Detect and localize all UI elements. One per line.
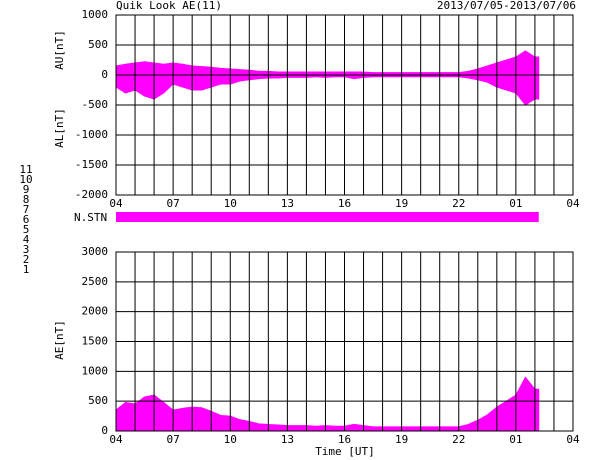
x-tick-label: 10 [224,197,237,210]
y-tick-label: 0 [101,424,108,437]
legend-label: 10 [19,173,32,186]
legend-label: 2 [23,253,30,266]
x-tick-label: 04 [109,197,123,210]
x-tick-label: 19 [395,433,408,446]
y-tick-label: 1500 [82,335,109,348]
legend-label: 6 [23,213,30,226]
legend-label: 1 [23,263,30,276]
x-tick-label: 13 [281,197,294,210]
panel-label: N.STN [74,211,107,224]
legend-label: 8 [23,193,30,206]
legend-label: 3 [23,243,30,256]
y-tick-label: 500 [88,394,108,407]
x-tick-label: 16 [338,197,351,210]
x-tick-label: 19 [395,197,408,210]
x-tick-label: 01 [509,197,522,210]
x-tick-label: 04 [566,433,580,446]
y-axis-label: AL[nT] [53,108,66,148]
y-axis-label: AE[nT] [53,320,66,360]
station-bar [116,212,539,222]
y-tick-label: -2000 [75,188,108,201]
y-tick-label: 1000 [82,8,109,21]
x-tick-label: 07 [167,433,180,446]
legend-label: 4 [23,233,30,246]
x-tick-label: 16 [338,433,351,446]
y-tick-label: 2000 [82,305,109,318]
x-tick-label: 13 [281,433,294,446]
x-tick-label: 10 [224,433,237,446]
y-tick-label: -1500 [75,158,108,171]
y-tick-label: 3000 [82,245,109,258]
y-tick-label: -1000 [75,128,108,141]
x-tick-label: 04 [566,197,580,210]
date-range: 2013/07/05-2013/07/06 [437,0,576,12]
y-tick-label: 2500 [82,275,109,288]
y-tick-label: 500 [88,38,108,51]
legend-label: 7 [23,203,30,216]
y-tick-label: 0 [101,68,108,81]
chart-title: Quik Look AE(11) [116,0,222,12]
legend-label: 9 [23,183,30,196]
plot-frame [115,14,574,196]
y-tick-label: 1000 [82,364,109,377]
legend-label: 5 [23,223,30,236]
legend-label: 11 [19,163,32,176]
plot-frame [115,251,574,432]
x-tick-label: 01 [509,433,522,446]
x-axis-label: Time [UT] [315,445,375,458]
x-tick-label: 07 [167,197,180,210]
y-tick-label: -500 [82,98,109,111]
x-tick-label: 04 [109,433,123,446]
x-tick-label: 22 [452,433,465,446]
x-tick-label: 22 [452,197,465,210]
y-axis-label: AU[nT] [53,30,66,70]
